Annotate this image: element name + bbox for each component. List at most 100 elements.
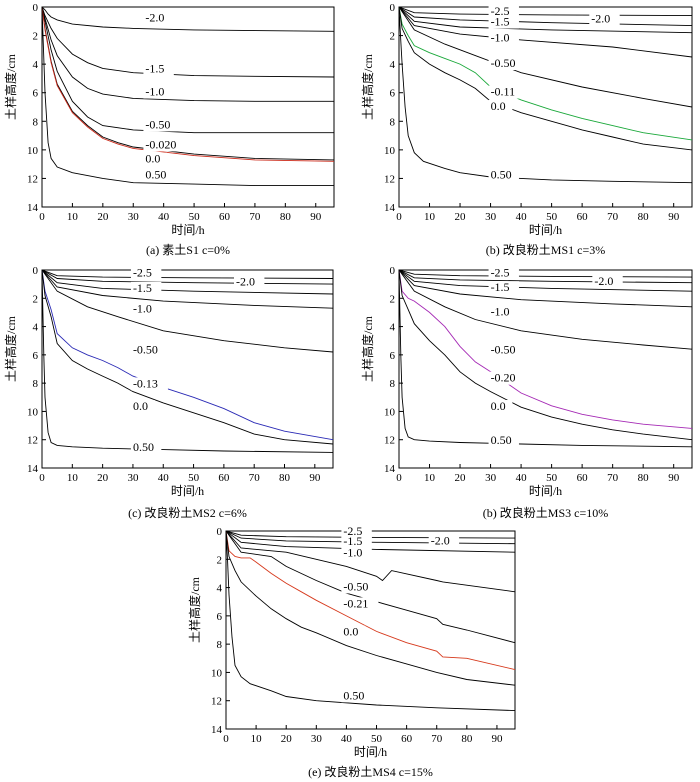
- series-line-0.0: [399, 7, 692, 151]
- series-label-bg: [341, 597, 379, 611]
- chart-panel-b: 0 10 20 30 40 50 60 70 80 90 0 2 4 6 8 10 12 14 时间/h 土样高度/c…: [360, 2, 693, 257]
- chart-panel-e: 0 10 20 30 40 50 60 70 80 90 0 2 4 6 8 10 12 14 时间/h 土样高度/c…: [187, 524, 516, 779]
- plot-frame: [398, 6, 693, 208]
- series-line--2.5: [399, 7, 692, 17]
- series-label--1.5: -1.5: [491, 15, 510, 29]
- y-tick-label: 14: [211, 724, 223, 736]
- series-label--2.0: -2.0: [594, 274, 613, 288]
- x-tick-label: 70: [607, 472, 619, 484]
- y-tick-label: 14: [384, 202, 396, 214]
- series-label-bg: [143, 85, 174, 99]
- y-tick-label: 10: [27, 406, 39, 418]
- x-tick-label: 60: [577, 211, 589, 223]
- y-tick-label: 2: [390, 293, 396, 305]
- x-tick-label: 90: [491, 733, 503, 745]
- y-tick-label: 4: [33, 322, 39, 334]
- x-axis-title: 时间/h: [529, 484, 562, 498]
- y-tick-label: 12: [211, 696, 222, 708]
- series-label--0.50: -0.50: [491, 342, 516, 356]
- y-axis-title: 土样高度/cm: [3, 315, 18, 382]
- series-label-bg: [341, 580, 379, 594]
- series-group: [42, 7, 334, 187]
- series-label-bg: [341, 689, 372, 703]
- y-tick-label: 8: [390, 378, 396, 390]
- plot-frame: [398, 269, 693, 469]
- x-tick-label: 20: [455, 472, 467, 484]
- series-label--1.0: -1.0: [491, 30, 510, 44]
- y-tick-label: 12: [384, 173, 395, 185]
- series-label-bg: [488, 433, 519, 447]
- series-label--2.5: -2.5: [343, 524, 362, 538]
- y-tick-label: 6: [33, 350, 39, 362]
- series-line--0.11: [399, 7, 692, 141]
- series-label-bg: [341, 535, 372, 549]
- panel-caption: (c) 改良粉土MS2 c=6%: [128, 505, 247, 520]
- series-line-0.50: [399, 270, 692, 448]
- x-tick-label: 0: [396, 472, 402, 484]
- series-line--0.50: [399, 270, 692, 350]
- y-tick-label: 6: [390, 88, 396, 100]
- series-label--2.5: -2.5: [491, 4, 510, 18]
- series-label-bg: [341, 625, 366, 639]
- series-label--1.5: -1.5: [133, 281, 152, 295]
- series-label--2.5: -2.5: [491, 265, 510, 279]
- series-label--0.50: -0.50: [343, 579, 368, 593]
- series-label--2.0: -2.0: [591, 12, 610, 26]
- y-tick-label: 2: [33, 293, 39, 305]
- y-tick-label: 0: [33, 2, 39, 14]
- series-label--0.20: -0.20: [491, 371, 516, 385]
- x-tick-label: 0: [39, 211, 45, 223]
- x-tick-label: 70: [249, 211, 261, 223]
- series-label--0.21: -0.21: [343, 596, 368, 610]
- series-line--1.5: [226, 531, 515, 553]
- series-label-0.50: 0.50: [491, 167, 512, 181]
- series-label-bg: [143, 168, 174, 182]
- series-line--1.5: [399, 270, 692, 292]
- series-label-bg: [234, 275, 265, 289]
- series-label-bg: [488, 281, 519, 295]
- plot-frame: [41, 269, 334, 469]
- series-label-bg: [488, 4, 519, 18]
- x-tick-label: 70: [431, 733, 443, 745]
- series-line--1.5: [42, 7, 334, 78]
- series-label-0.50: 0.50: [133, 440, 154, 454]
- series-label-bg: [488, 371, 526, 385]
- y-tick-label: 8: [217, 639, 223, 651]
- x-tick-label: 40: [516, 472, 528, 484]
- y-tick-label: 6: [217, 611, 223, 623]
- series-label-0.0: 0.0: [491, 399, 506, 413]
- series-label-0.0: 0.0: [133, 399, 148, 413]
- x-tick-label: 80: [280, 211, 292, 223]
- series-label-bg: [130, 400, 155, 414]
- series-line-0.0: [42, 7, 334, 162]
- series-group: [399, 7, 692, 184]
- y-tick-label: 2: [33, 31, 39, 43]
- series-line--2.5: [226, 531, 515, 539]
- y-tick-label: 8: [33, 378, 39, 390]
- series-label-bg: [130, 281, 162, 295]
- y-tick-label: 12: [27, 173, 38, 185]
- y-tick-label: 2: [390, 31, 396, 43]
- y-tick-label: 12: [384, 435, 395, 447]
- x-tick-label: 60: [218, 472, 230, 484]
- y-tick-label: 10: [384, 406, 396, 418]
- series-label-bg: [488, 99, 513, 113]
- y-tick-label: 0: [390, 265, 396, 277]
- x-tick-label: 20: [97, 472, 109, 484]
- series-label--0.13: -0.13: [133, 376, 158, 390]
- x-tick-label: 60: [577, 472, 589, 484]
- y-tick-label: 14: [384, 463, 396, 475]
- series-line--1.0: [226, 531, 515, 593]
- series-label--2.5: -2.5: [133, 265, 152, 279]
- series-label--1.0: -1.0: [145, 85, 164, 99]
- x-tick-label: 50: [188, 472, 200, 484]
- x-tick-label: 10: [424, 211, 436, 223]
- series-label--2.0: -2.0: [145, 10, 164, 24]
- series-label-bg: [488, 57, 526, 70]
- y-tick-label: 10: [211, 667, 223, 679]
- chart-panel-d: 0 10 20 30 40 50 60 70 80 90 0 2 4 6 8 10 12 14 时间/h 土样高度/c…: [360, 265, 693, 520]
- panel-caption: (b) 改良粉土MS3 c=10%: [483, 505, 608, 520]
- series-line--0.20: [399, 270, 692, 429]
- x-tick-label: 90: [668, 211, 680, 223]
- series-line-0.50: [399, 7, 692, 184]
